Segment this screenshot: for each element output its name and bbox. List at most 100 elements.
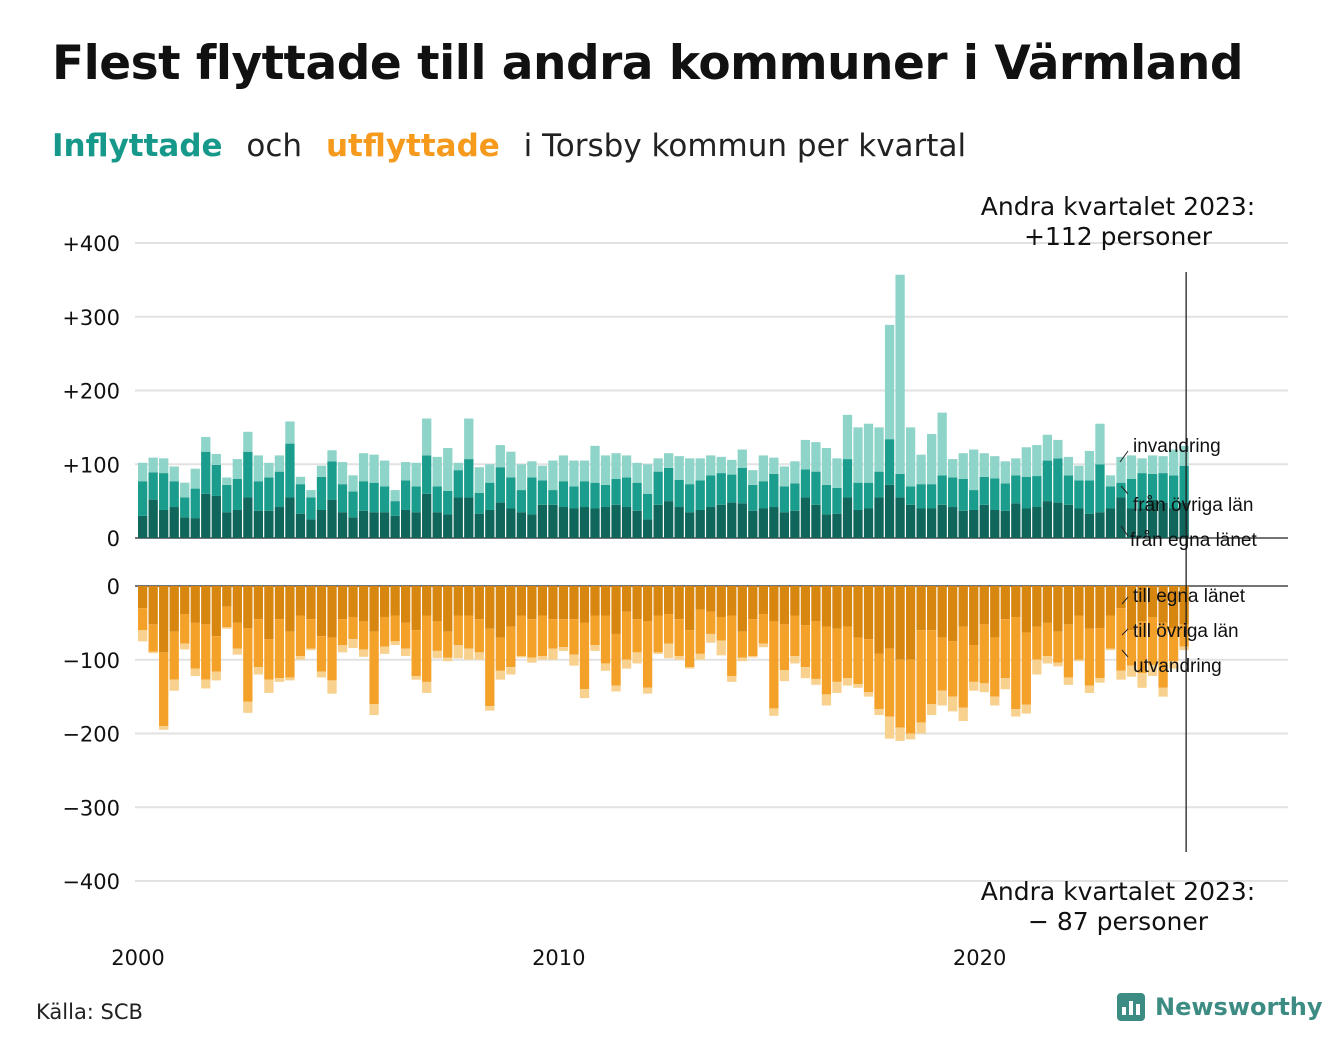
- bar-in-immig: [453, 462, 463, 471]
- bar-in-local: [1032, 507, 1042, 538]
- bar-in-local: [548, 504, 558, 538]
- bar-in-other: [1179, 465, 1189, 503]
- bar-out-emig: [706, 633, 716, 643]
- bar-out-emig: [253, 667, 264, 675]
- bar-out-other: [979, 624, 989, 684]
- bar-out-local: [1053, 586, 1063, 632]
- bar-in-other: [138, 481, 148, 516]
- bar-in-other: [1011, 475, 1021, 504]
- bar-in-immig: [748, 470, 758, 485]
- bar-out-other: [874, 653, 884, 710]
- bar-out-local: [169, 586, 179, 632]
- bar-out-other: [527, 619, 537, 658]
- bar-out-emig: [274, 678, 285, 682]
- bar-out-other: [474, 619, 484, 653]
- bar-in-local: [737, 503, 747, 538]
- bar-out-emig: [201, 679, 211, 689]
- bar-out-other: [853, 637, 863, 685]
- bar-in-other: [327, 461, 337, 500]
- bar-in-other: [874, 471, 884, 498]
- bar-out-emig: [327, 680, 337, 694]
- bar-out-local: [1021, 586, 1031, 633]
- bar-in-other: [285, 443, 295, 498]
- annotation-top-line1: Andra kvartalet 2023:: [981, 192, 1255, 221]
- bar-out-emig: [464, 648, 474, 660]
- bar-in-immig: [895, 274, 905, 474]
- page-title: Flest flyttade till andra kommuner i Vär…: [52, 36, 1244, 91]
- bar-in-other: [474, 493, 484, 514]
- bar-out-other: [190, 622, 200, 669]
- bar-out-emig: [779, 670, 790, 682]
- lower-y-tick-label: −300: [62, 796, 120, 820]
- bar-out-local: [779, 586, 790, 625]
- bar-out-other: [1042, 622, 1053, 657]
- bar-in-local: [169, 507, 179, 538]
- bar-out-emig: [842, 678, 853, 686]
- bar-out-local: [948, 586, 958, 642]
- bar-out-emig: [769, 708, 779, 716]
- bar-out-local: [621, 586, 632, 612]
- bar-out-other: [558, 619, 569, 648]
- bar-in-local: [884, 484, 895, 538]
- newsworthy-logo[interactable]: Newsworthy: [1117, 993, 1323, 1021]
- bar-out-emig: [664, 643, 674, 659]
- bar-in-other: [1063, 475, 1074, 505]
- bar-in-other: [516, 490, 527, 513]
- bar-in-immig: [779, 466, 790, 487]
- bar-in-immig: [159, 458, 169, 474]
- bar-out-local: [464, 586, 474, 616]
- bar-in-immig: [211, 453, 221, 465]
- bar-in-local: [337, 512, 348, 538]
- bar-in-local: [464, 497, 474, 538]
- bar-in-other: [537, 480, 548, 505]
- bar-in-immig: [1042, 434, 1053, 461]
- bar-in-immig: [527, 461, 537, 478]
- bar-out-other: [274, 619, 285, 679]
- bar-out-local: [201, 586, 211, 625]
- bar-out-other: [1168, 628, 1179, 662]
- bar-out-emig: [853, 684, 863, 688]
- bar-in-local: [390, 515, 400, 538]
- bar-out-local: [306, 586, 316, 620]
- bar-in-local: [916, 508, 926, 538]
- bar-out-local: [348, 586, 358, 617]
- bar-in-other: [1137, 473, 1147, 509]
- bar-in-other: [821, 484, 832, 515]
- bar-in-immig: [337, 462, 348, 485]
- bar-out-local: [253, 586, 264, 620]
- bar-out-emig: [264, 679, 274, 693]
- bar-in-other: [443, 490, 453, 515]
- bar-in-local: [506, 508, 516, 538]
- subtitle-och: och: [246, 128, 303, 164]
- bar-in-other: [506, 477, 516, 509]
- bar-in-immig: [1084, 450, 1095, 481]
- x-tick-label: 2010: [532, 946, 585, 970]
- bar-out-other: [832, 628, 842, 682]
- bar-out-other: [769, 621, 779, 709]
- bar-out-local: [390, 586, 400, 616]
- bar-out-emig: [958, 707, 968, 721]
- bar-in-local: [874, 497, 884, 538]
- bar-out-other: [411, 630, 421, 676]
- bar-in-local: [863, 508, 874, 538]
- series-label-out: utvandring: [1133, 656, 1222, 677]
- bar-in-immig: [632, 462, 642, 483]
- bar-in-other: [579, 481, 590, 508]
- bar-in-other: [569, 486, 579, 509]
- bar-in-immig: [790, 461, 800, 484]
- bar-in-immig: [979, 453, 989, 477]
- bar-in-local: [358, 510, 369, 538]
- bar-in-immig: [769, 457, 779, 474]
- bar-in-local: [1137, 508, 1147, 538]
- lower-y-tick-label: −200: [62, 723, 120, 747]
- bar-out-other: [337, 619, 348, 645]
- bar-out-local: [548, 586, 558, 620]
- bar-out-emig: [727, 675, 737, 682]
- bar-in-local: [979, 504, 989, 538]
- bar-out-other: [937, 637, 947, 691]
- bar-in-local: [316, 509, 327, 538]
- bar-in-local: [748, 510, 758, 538]
- bar-in-immig: [653, 458, 663, 472]
- bar-in-immig: [190, 468, 200, 489]
- bar-out-emig: [716, 640, 726, 656]
